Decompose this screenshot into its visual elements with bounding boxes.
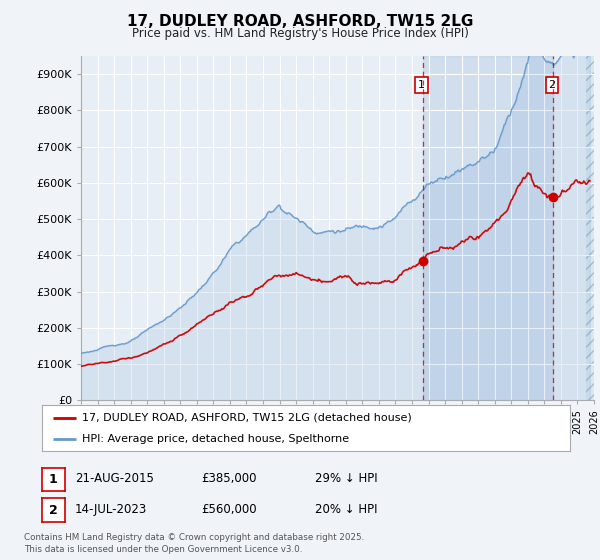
Text: 20% ↓ HPI: 20% ↓ HPI [315, 503, 377, 516]
Text: 2: 2 [49, 503, 58, 517]
Text: 29% ↓ HPI: 29% ↓ HPI [315, 472, 377, 486]
Text: 1: 1 [49, 473, 58, 486]
Text: HPI: Average price, detached house, Spelthorne: HPI: Average price, detached house, Spel… [82, 435, 349, 444]
Text: 21-AUG-2015: 21-AUG-2015 [75, 472, 154, 486]
Text: 1: 1 [418, 80, 425, 90]
Bar [586, 56, 600, 400]
Text: £560,000: £560,000 [201, 503, 257, 516]
Text: 14-JUL-2023: 14-JUL-2023 [75, 503, 147, 516]
Text: 17, DUDLEY ROAD, ASHFORD, TW15 2LG (detached house): 17, DUDLEY ROAD, ASHFORD, TW15 2LG (deta… [82, 413, 412, 423]
Text: 17, DUDLEY ROAD, ASHFORD, TW15 2LG: 17, DUDLEY ROAD, ASHFORD, TW15 2LG [127, 14, 473, 29]
Text: 2: 2 [548, 80, 556, 90]
Text: Contains HM Land Registry data © Crown copyright and database right 2025.
This d: Contains HM Land Registry data © Crown c… [24, 533, 364, 554]
Bar [586, 56, 600, 400]
Bar [423, 56, 553, 400]
Text: Price paid vs. HM Land Registry's House Price Index (HPI): Price paid vs. HM Land Registry's House … [131, 27, 469, 40]
Text: £385,000: £385,000 [201, 472, 257, 486]
